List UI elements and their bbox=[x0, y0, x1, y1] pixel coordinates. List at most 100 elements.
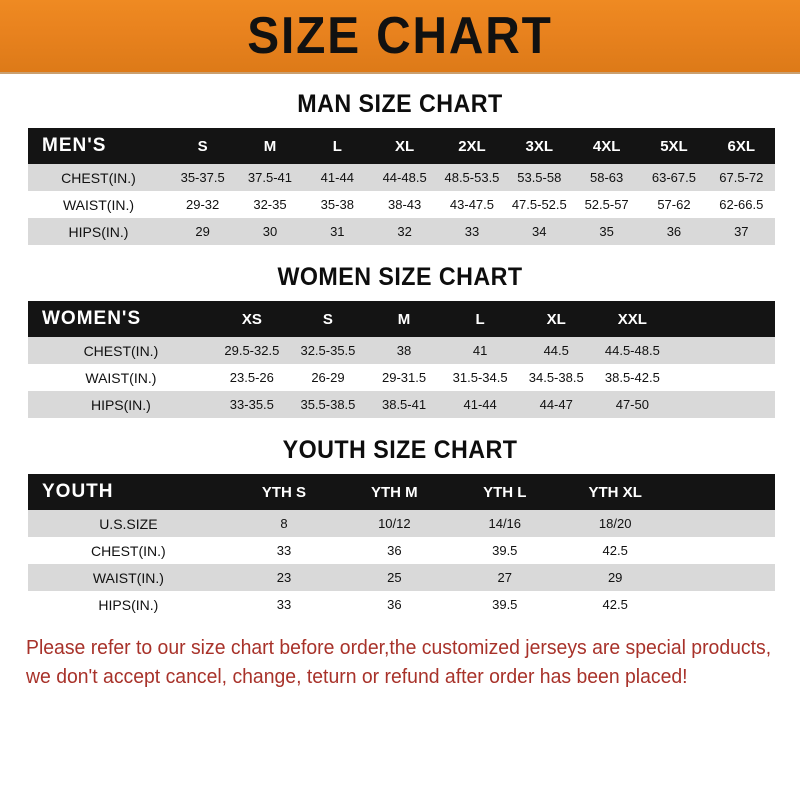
order-policy-note: Please refer to our size chart before or… bbox=[26, 634, 772, 692]
women-chest-spacer bbox=[670, 337, 775, 364]
youth-table-header: YOUTH YTH S YTH M YTH L YTH XL bbox=[28, 474, 775, 510]
youth-col-s: YTH S bbox=[261, 483, 307, 501]
man-chest-2xl: 48.5-53.5 bbox=[444, 170, 500, 185]
man-chest-m: 37.5-41 bbox=[247, 170, 293, 185]
table-row: HIPS(IN.) 33-35.5 35.5-38.5 38.5-41 41-4… bbox=[28, 391, 775, 418]
youth-header-row: YOUTH YTH S YTH M YTH L YTH XL bbox=[28, 474, 775, 510]
women-row-label-hips: HIPS(IN.) bbox=[90, 396, 151, 413]
youth-col-xl: YTH XL bbox=[588, 483, 642, 501]
man-waist-2xl: 43-47.5 bbox=[449, 197, 494, 212]
youth-chest-l: 39.5 bbox=[492, 543, 518, 558]
man-col-3xl: 3XL bbox=[525, 137, 554, 155]
women-col-xxl: XXL bbox=[617, 310, 647, 328]
youth-ussize-l: 14/16 bbox=[488, 516, 522, 531]
youth-row-label-ussize: U.S.SIZE bbox=[99, 515, 158, 532]
table-row: WAIST(IN.) 29-32 32-35 35-38 38-43 43-47… bbox=[28, 191, 775, 218]
youth-size-table: YOUTH YTH S YTH M YTH L YTH XL U.S.SIZE … bbox=[28, 474, 775, 618]
man-row-label-chest: CHEST(IN.) bbox=[61, 169, 136, 186]
man-col-2xl: 2XL bbox=[458, 137, 486, 155]
youth-hips-s: 33 bbox=[276, 597, 292, 612]
man-col-5xl: 5XL bbox=[660, 137, 688, 155]
women-hips-s: 35.5-38.5 bbox=[300, 397, 356, 412]
youth-chest-s: 33 bbox=[276, 543, 292, 558]
table-row: CHEST(IN.) 29.5-32.5 32.5-35.5 38 41 44.… bbox=[28, 337, 775, 364]
women-col-s: S bbox=[322, 310, 333, 328]
youth-waist-spacer bbox=[670, 564, 775, 591]
table-row: HIPS(IN.) 29 30 31 32 33 34 35 36 37 bbox=[28, 218, 775, 245]
man-hips-2xl: 33 bbox=[464, 224, 480, 239]
women-row-label-chest: CHEST(IN.) bbox=[83, 342, 159, 359]
youth-row-label-waist: WAIST(IN.) bbox=[92, 569, 164, 586]
youth-chest-spacer bbox=[670, 537, 775, 564]
youth-chest-m: 36 bbox=[387, 543, 402, 558]
women-header-label: WOMEN'S bbox=[42, 308, 142, 329]
man-section-title: MAN SIZE CHART bbox=[297, 90, 503, 118]
man-chest-xl: 44-48.5 bbox=[382, 170, 427, 185]
order-policy-line-1: Please refer to our size chart before or… bbox=[26, 637, 772, 659]
youth-table-body: U.S.SIZE 8 10/12 14/16 18/20 CHEST(IN.) … bbox=[28, 510, 775, 618]
women-col-xs: XS bbox=[241, 310, 262, 328]
man-header-row: MEN'S S M L XL 2XL 3XL 4XL 5XL 6XL bbox=[28, 128, 775, 164]
man-chest-s: 35-37.5 bbox=[180, 170, 225, 185]
women-chest-m: 38 bbox=[396, 343, 412, 358]
women-chest-xl: 44.5 bbox=[543, 343, 569, 358]
table-row: U.S.SIZE 8 10/12 14/16 18/20 bbox=[28, 510, 775, 537]
man-hips-5xl: 36 bbox=[666, 224, 682, 239]
youth-col-m: YTH M bbox=[371, 483, 418, 501]
youth-ussize-spacer bbox=[670, 510, 775, 537]
table-row: WAIST(IN.) 23.5-26 26-29 29-31.5 31.5-34… bbox=[28, 364, 775, 391]
man-waist-4xl: 52.5-57 bbox=[584, 197, 629, 212]
women-hips-m: 38.5-41 bbox=[381, 397, 427, 412]
man-waist-3xl: 47.5-52.5 bbox=[511, 197, 567, 212]
women-hips-xs: 33-35.5 bbox=[229, 397, 274, 412]
youth-chest-xl: 42.5 bbox=[602, 543, 628, 558]
man-size-table: MEN'S S M L XL 2XL 3XL 4XL 5XL 6XL CHEST… bbox=[28, 128, 775, 245]
youth-hips-l: 39.5 bbox=[492, 597, 518, 612]
man-hips-m: 30 bbox=[262, 224, 278, 239]
youth-col-l: YTH L bbox=[483, 483, 527, 501]
youth-row-label-chest: CHEST(IN.) bbox=[91, 542, 166, 559]
women-table-body: CHEST(IN.) 29.5-32.5 32.5-35.5 38 41 44.… bbox=[28, 337, 775, 418]
women-size-table-wrapper: WOMEN'S XS S M L XL XXL CHEST(IN.) 29.5-… bbox=[28, 301, 775, 418]
women-chest-xxl: 44.5-48.5 bbox=[604, 343, 660, 358]
youth-waist-l: 27 bbox=[497, 570, 512, 585]
women-header-row: WOMEN'S XS S M L XL XXL bbox=[28, 301, 775, 337]
table-row: CHEST(IN.) 35-37.5 37.5-41 41-44 44-48.5… bbox=[28, 164, 775, 191]
women-waist-xl: 34.5-38.5 bbox=[528, 370, 584, 385]
man-col-m: M bbox=[263, 137, 277, 155]
women-hips-xxl: 47-50 bbox=[615, 397, 649, 412]
man-hips-6xl: 37 bbox=[734, 224, 749, 239]
youth-ussize-m: 10/12 bbox=[378, 516, 411, 531]
women-waist-m: 29-31.5 bbox=[381, 370, 427, 385]
women-col-xl: XL bbox=[546, 310, 566, 328]
man-waist-6xl: 62-66.5 bbox=[719, 197, 764, 212]
page-title: SIZE CHART bbox=[247, 7, 553, 65]
man-waist-5xl: 57-62 bbox=[657, 197, 691, 212]
man-chest-5xl: 63-67.5 bbox=[651, 170, 696, 185]
youth-ussize-xl: 18/20 bbox=[598, 516, 632, 531]
youth-ussize-s: 8 bbox=[280, 516, 288, 531]
women-row-label-waist: WAIST(IN.) bbox=[85, 369, 157, 386]
man-chest-3xl: 53.5-58 bbox=[517, 170, 562, 185]
women-chest-xs: 29.5-32.5 bbox=[224, 343, 280, 358]
man-chest-l: 41-44 bbox=[320, 170, 354, 185]
women-waist-xs: 23.5-26 bbox=[229, 370, 274, 385]
man-table-header: MEN'S S M L XL 2XL 3XL 4XL 5XL 6XL bbox=[28, 128, 775, 164]
women-col-m: M bbox=[397, 310, 411, 328]
youth-waist-m: 25 bbox=[387, 570, 402, 585]
man-col-6xl: 6XL bbox=[727, 137, 756, 155]
man-col-4xl: 4XL bbox=[592, 137, 621, 155]
women-chest-s: 32.5-35.5 bbox=[300, 343, 356, 358]
man-col-xl: XL bbox=[395, 137, 415, 155]
man-chest-4xl: 58-63 bbox=[589, 170, 624, 185]
youth-hips-m: 36 bbox=[387, 597, 402, 612]
man-waist-l: 35-38 bbox=[320, 197, 354, 212]
youth-col-spacer bbox=[670, 474, 775, 510]
youth-waist-s: 23 bbox=[276, 570, 292, 585]
man-col-s: S bbox=[197, 137, 208, 155]
man-hips-l: 31 bbox=[330, 224, 345, 239]
women-waist-s: 26-29 bbox=[311, 370, 345, 385]
women-col-spacer bbox=[670, 301, 775, 337]
order-policy-line-2: we don't accept cancel, change, teturn o… bbox=[26, 666, 688, 688]
women-section-title: WOMEN SIZE CHART bbox=[277, 263, 523, 291]
